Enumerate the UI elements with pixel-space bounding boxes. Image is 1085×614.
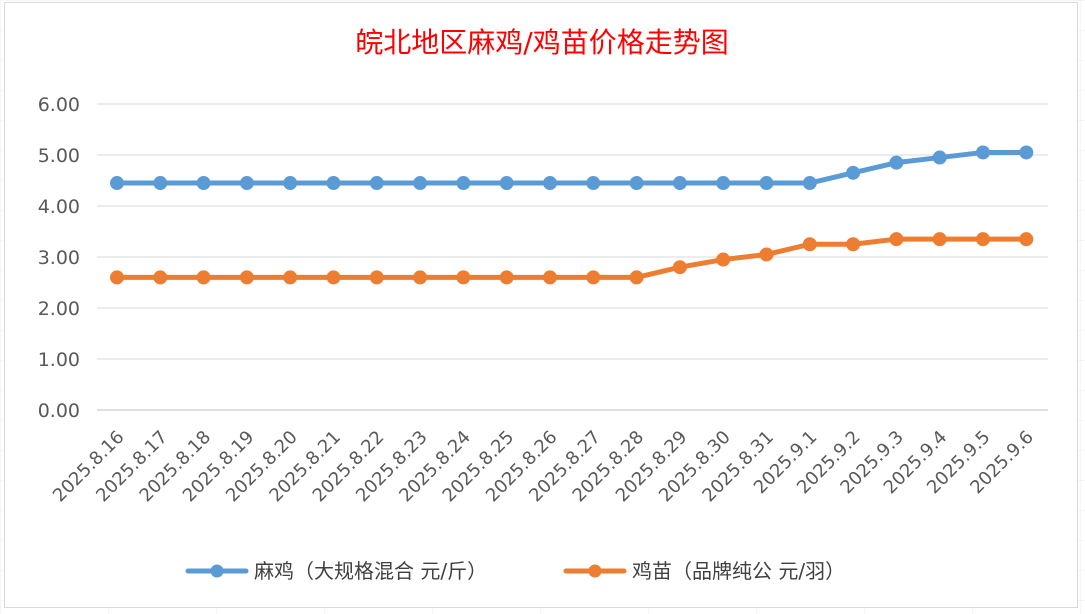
data-point [110, 176, 124, 191]
data-point [846, 237, 861, 252]
data-point [283, 270, 298, 285]
data-point [110, 270, 124, 285]
data-point [629, 176, 644, 191]
data-point [153, 270, 168, 285]
data-point [759, 176, 774, 191]
data-point [456, 270, 471, 285]
series-1 [110, 145, 1034, 191]
data-point [196, 270, 211, 285]
y-tick-label: 2.00 [38, 298, 80, 320]
data-point [976, 232, 990, 247]
data-point [932, 232, 947, 247]
data-point [369, 176, 384, 191]
y-tick-label: 1.00 [38, 349, 80, 371]
data-point [846, 165, 861, 180]
data-point [153, 176, 168, 191]
data-point [586, 270, 601, 285]
data-point [716, 252, 731, 267]
data-point [716, 176, 731, 191]
legend-item: 麻鸡（大规格混合 元/斤） [185, 559, 487, 583]
data-point [456, 176, 471, 191]
series-line [114, 236, 1029, 280]
data-point [672, 176, 687, 191]
legend-marker [210, 564, 224, 578]
chart-title: 皖北地区麻鸡/鸡苗价格走势图 [355, 26, 728, 59]
series-line [114, 149, 1029, 186]
data-point [413, 270, 428, 285]
data-point [802, 176, 817, 191]
legend-item: 鸡苗（品牌纯公 元/羽） [563, 559, 845, 583]
data-point [239, 176, 254, 191]
data-point [932, 150, 947, 165]
data-point [283, 176, 298, 191]
data-point [629, 270, 644, 285]
data-point [196, 176, 211, 191]
legend-label: 麻鸡（大规格混合 元/斤） [254, 559, 487, 583]
data-point [499, 176, 514, 191]
chart-frame [4, 2, 1078, 608]
series-lines [110, 145, 1034, 285]
y-tick-label: 3.00 [38, 247, 80, 269]
data-point [976, 145, 990, 160]
y-axis-ticks: 6.00 5.00 4.00 3.00 2.00 1.00 0.00 [38, 94, 80, 422]
data-point [369, 270, 384, 285]
gridlines [97, 103, 1048, 411]
data-point [326, 270, 341, 285]
y-tick-label: 4.00 [38, 196, 80, 218]
data-point [586, 176, 601, 191]
data-point [759, 247, 774, 262]
legend: 麻鸡（大规格混合 元/斤） 鸡苗（品牌纯公 元/羽） [185, 559, 845, 583]
data-point [672, 260, 687, 275]
data-point [543, 270, 557, 285]
data-point [543, 176, 557, 191]
x-axis-ticks: 2025.8.162025.8.172025.8.182025.8.192025… [49, 427, 1038, 507]
data-point [499, 270, 514, 285]
legend-label: 鸡苗（品牌纯公 元/羽） [632, 559, 845, 583]
series-2 [110, 232, 1034, 285]
data-point [889, 155, 904, 170]
data-point [239, 270, 254, 285]
data-point [326, 176, 341, 191]
data-point [1019, 145, 1034, 160]
y-tick-label: 6.00 [38, 94, 80, 116]
data-point [889, 232, 904, 247]
data-point [802, 237, 817, 252]
data-point [413, 176, 428, 191]
y-tick-label: 0.00 [38, 400, 80, 422]
data-point [1019, 232, 1034, 247]
legend-marker [588, 564, 602, 578]
y-tick-label: 5.00 [38, 145, 80, 167]
